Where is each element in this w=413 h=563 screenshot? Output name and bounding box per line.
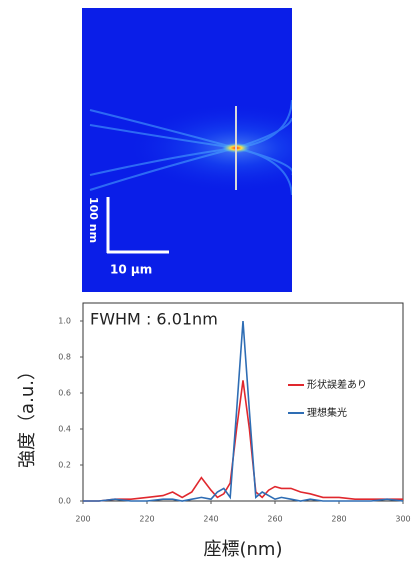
- x-axis-label: 座標(nm): [204, 539, 283, 560]
- x-tick-label: 260: [267, 515, 282, 524]
- y-tick-label: 0.6: [58, 389, 71, 398]
- y-tick-label: 1.0: [58, 317, 71, 326]
- legend-label: 形状誤差あり: [307, 378, 367, 391]
- plot-frame: [82, 302, 404, 502]
- series-line: [83, 380, 403, 502]
- x-tick-label: 220: [139, 515, 154, 524]
- annotation: FWHM : 6.01nm: [90, 310, 218, 329]
- horizontal-scale-label: 10 µm: [110, 263, 152, 277]
- y-axis-label: 強度（a.u.）: [17, 362, 38, 468]
- x-tick-label: 280: [331, 515, 346, 524]
- x-tick-label: 300: [395, 515, 410, 524]
- series-line: [83, 320, 404, 502]
- y-tick-label: 0.4: [58, 425, 71, 434]
- legend-label: 理想集光: [307, 406, 347, 419]
- y-tick-label: 0.2: [58, 461, 71, 470]
- x-tick-label: 240: [203, 515, 218, 524]
- y-tick-label: 0.0: [58, 497, 71, 506]
- field-image: 100 nm 10 µm: [82, 8, 292, 292]
- x-tick-label: 200: [75, 515, 90, 524]
- y-tick-label: 0.8: [58, 353, 71, 362]
- vertical-scale-label: 100 nm: [87, 197, 100, 243]
